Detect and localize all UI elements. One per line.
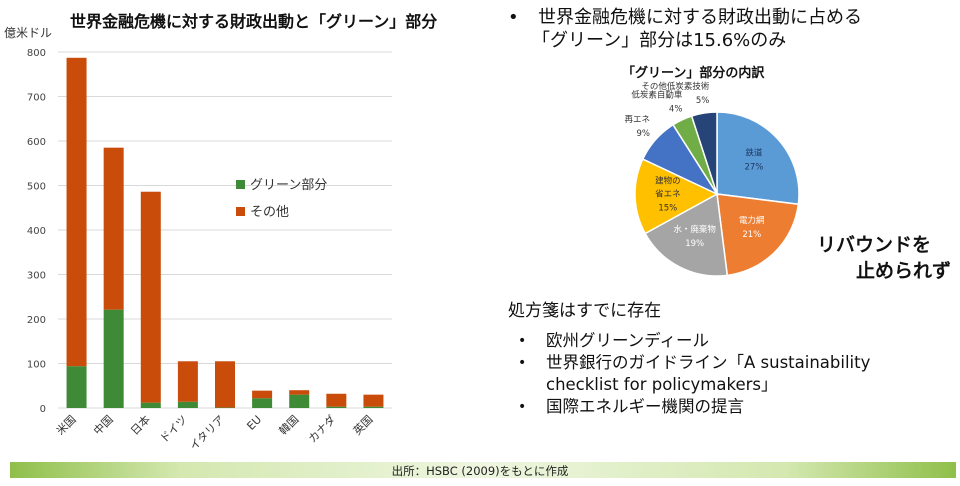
bar-segment-other	[140, 191, 161, 403]
bar-segment-green	[326, 406, 347, 408]
x-tick-label: カナダ	[305, 412, 338, 445]
pie-slice-percent: 21%	[742, 230, 761, 240]
bar-segment-other	[66, 57, 87, 367]
bar-segment-other	[326, 393, 347, 407]
x-tick-label: ドイツ	[157, 413, 190, 446]
bar-segment-other	[177, 361, 198, 402]
footer-band	[10, 462, 956, 478]
y-tick-label: 800	[27, 48, 46, 59]
x-tick-label: 中国	[91, 413, 116, 438]
rebound-callout-line-1: リバウンドを	[817, 234, 932, 256]
legend-swatch	[236, 207, 245, 216]
bar-segment-green	[252, 398, 273, 408]
list-item-label: 欧州グリーンディール	[546, 331, 710, 350]
y-tick-label: 300	[27, 271, 46, 282]
pie-slice	[716, 111, 800, 206]
pie-slice-percent: 5%	[696, 96, 710, 106]
rebound-callout-line-2: 止められず	[856, 260, 952, 282]
y-tick-label: 700	[27, 93, 46, 104]
pie-chart-title: 「グリーン」部分の内訳	[622, 66, 765, 81]
pie-slice-label: 鉄道	[745, 147, 763, 158]
pie-slice-label: 電力網	[739, 215, 765, 226]
legend-swatch	[236, 180, 245, 189]
y-tick-label: 200	[27, 315, 46, 326]
bullet-marker: •	[518, 355, 527, 371]
bar-segment-green	[103, 309, 124, 408]
y-tick-label: 400	[27, 226, 46, 237]
prescription-heading: 処方箋はすでに存在	[508, 301, 662, 321]
list-item-continuation: checklist for policymakers」	[512, 374, 870, 396]
list-item-label: checklist for policymakers」	[546, 375, 778, 394]
bar-segment-other	[252, 390, 273, 399]
pie-slice	[634, 158, 719, 235]
pie-slice-label: 再エネ	[624, 115, 650, 125]
source-note: 出所：HSBC (2009)をもとに作成	[391, 464, 569, 478]
pie-slice-percent: 9%	[636, 129, 650, 139]
list-item: • 欧州グリーンディール	[512, 330, 870, 352]
x-tick-label: 英国	[350, 412, 375, 437]
pie-slice-label: その他低炭素技術	[641, 81, 710, 92]
x-tick-label: イタリア	[187, 413, 227, 453]
legend-label: グリーン部分	[250, 178, 327, 193]
bar-segment-other	[215, 361, 235, 408]
bullet-marker: •	[508, 7, 519, 28]
pie-slice-percent: 15%	[658, 204, 677, 214]
list-item: • 国際エネルギー機関の提言	[512, 396, 870, 418]
bar-segment-green	[289, 394, 310, 408]
legend-label: その他	[250, 205, 289, 220]
headline-line-2: 「グリーン」部分は15.6%のみ	[532, 30, 787, 51]
list-item-label: 国際エネルギー機関の提言	[546, 397, 744, 416]
y-tick-label: 100	[27, 360, 46, 371]
bar-segment-other	[363, 394, 384, 407]
bar-chart-title: 世界金融危機に対する財政出動と「グリーン」部分	[70, 12, 438, 31]
bar-segment-green	[177, 401, 198, 408]
pie-slice-label: 水・廃棄物	[673, 224, 716, 235]
prescription-list: • 欧州グリーンディール • 世界銀行のガイドライン「A sustainabil…	[512, 330, 870, 418]
bullet-marker: •	[518, 333, 527, 349]
x-tick-label: 韓国	[277, 413, 302, 438]
pie-slice-label: 建物の	[655, 176, 681, 187]
y-tick-label: 600	[27, 137, 46, 148]
bar-segment-other	[103, 147, 124, 310]
pie-slice-label: 省エネ	[655, 189, 681, 200]
bar-segment-other	[289, 390, 310, 395]
headline-line-1: 世界金融危機に対する財政出動に占める	[538, 7, 862, 28]
bar-segment-green	[66, 366, 87, 408]
pie-slice-label: 低炭素自動車	[631, 90, 683, 101]
pie-slice	[644, 192, 729, 277]
pie-slice-percent: 4%	[669, 105, 683, 115]
pie-slice	[690, 111, 718, 195]
pie-slice-percent: 27%	[744, 162, 763, 172]
bar-segment-green	[363, 406, 384, 408]
list-item: • 世界銀行のガイドライン「A sustainability	[512, 352, 870, 374]
bullet-marker: •	[518, 399, 527, 415]
y-axis-unit-label: 億米ドル	[4, 26, 53, 40]
y-tick-label: 0	[40, 404, 46, 415]
x-tick-label: EU	[244, 413, 264, 433]
bar-segment-green	[140, 402, 161, 408]
headline-bullet: • 世界金融危機に対する財政出動に占める 「グリーン」部分は15.6%のみ	[508, 6, 948, 56]
list-item-label: 世界銀行のガイドライン「A sustainability	[546, 353, 871, 372]
x-tick-label: 米国	[54, 413, 79, 438]
pie-slice-percent: 19%	[685, 239, 704, 249]
pie-slice	[716, 193, 800, 277]
y-tick-label: 500	[27, 182, 46, 193]
x-tick-label: 日本	[127, 412, 152, 437]
